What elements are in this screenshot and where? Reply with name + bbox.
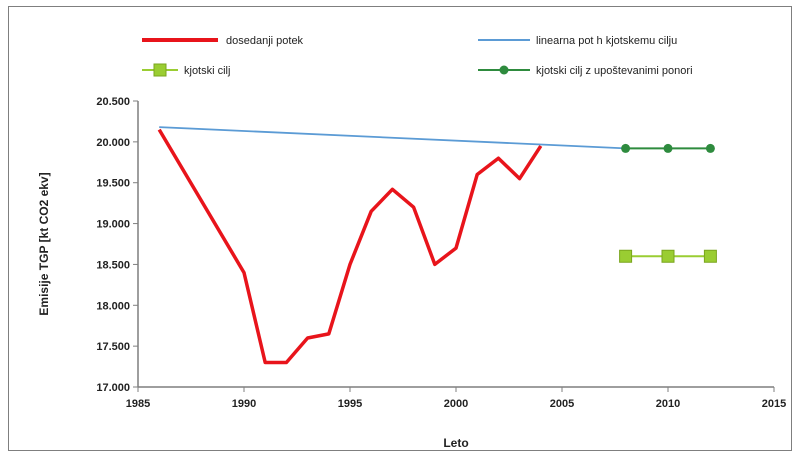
- x-tick-label: 1995: [338, 398, 362, 410]
- legend: dosedanji potek linearna pot h kjotskemu…: [142, 35, 693, 77]
- series-2-point: [619, 249, 633, 263]
- x-axis-ticks: 1985 1990 1995 2000 2005 2010 2015: [126, 387, 786, 410]
- series-2-point: [661, 249, 675, 263]
- legend-marker-kjotski-cilj: [153, 63, 167, 77]
- y-tick-label: 19.000: [96, 219, 130, 231]
- series-2: [619, 249, 717, 263]
- legend-label-kjotski-cilj-ponori: kjotski cilj z upoštevanimi ponori: [536, 65, 693, 77]
- y-axis-title: Emisije TGP [kt CO2 ekv]: [37, 172, 51, 315]
- series-1: [159, 126, 626, 150]
- series-3-point: [663, 143, 673, 153]
- y-tick-label: 17.000: [96, 382, 130, 394]
- series-3: [621, 143, 715, 153]
- y-axis-ticks: 17.000 17.500 18.000 18.500 19.000 19.500 20.0…: [96, 96, 138, 394]
- series-3-point: [621, 143, 631, 153]
- x-axis-title: Leto: [443, 436, 468, 450]
- series-0-line: [157, 128, 543, 365]
- series-1-line: [159, 126, 626, 150]
- series-3-point: [705, 143, 715, 153]
- plot-series: [157, 126, 717, 365]
- series-2-point: [703, 249, 717, 263]
- legend-item-kjotski-cilj-ponori: kjotski cilj z upoštevanimi ponori: [478, 65, 693, 77]
- x-tick-label: 2015: [762, 398, 786, 410]
- y-tick-label: 19.500: [96, 178, 130, 190]
- x-tick-label: 2000: [444, 398, 468, 410]
- y-tick-label: 20.000: [96, 137, 130, 149]
- x-tick-label: 2010: [656, 398, 680, 410]
- x-tick-label: 2005: [550, 398, 574, 410]
- x-tick-label: 1990: [232, 398, 256, 410]
- y-tick-label: 18.500: [96, 259, 130, 271]
- y-tick-label: 18.000: [96, 300, 130, 312]
- series-0: [157, 128, 543, 365]
- legend-label-linearna-pot: linearna pot h kjotskemu cilju: [536, 35, 677, 47]
- legend-label-kjotski-cilj: kjotski cilj: [184, 65, 230, 77]
- legend-item-kjotski-cilj: kjotski cilj: [142, 63, 230, 77]
- x-tick-label: 1985: [126, 398, 150, 410]
- y-tick-label: 17.500: [96, 341, 130, 353]
- y-tick-label: 20.500: [96, 96, 130, 108]
- legend-item-linearna-pot: linearna pot h kjotskemu cilju: [478, 35, 677, 47]
- legend-label-dosedanji-potek: dosedanji potek: [226, 35, 304, 47]
- legend-marker-kjotski-cilj-ponori: [499, 65, 509, 75]
- legend-item-dosedanji-potek: dosedanji potek: [142, 35, 304, 47]
